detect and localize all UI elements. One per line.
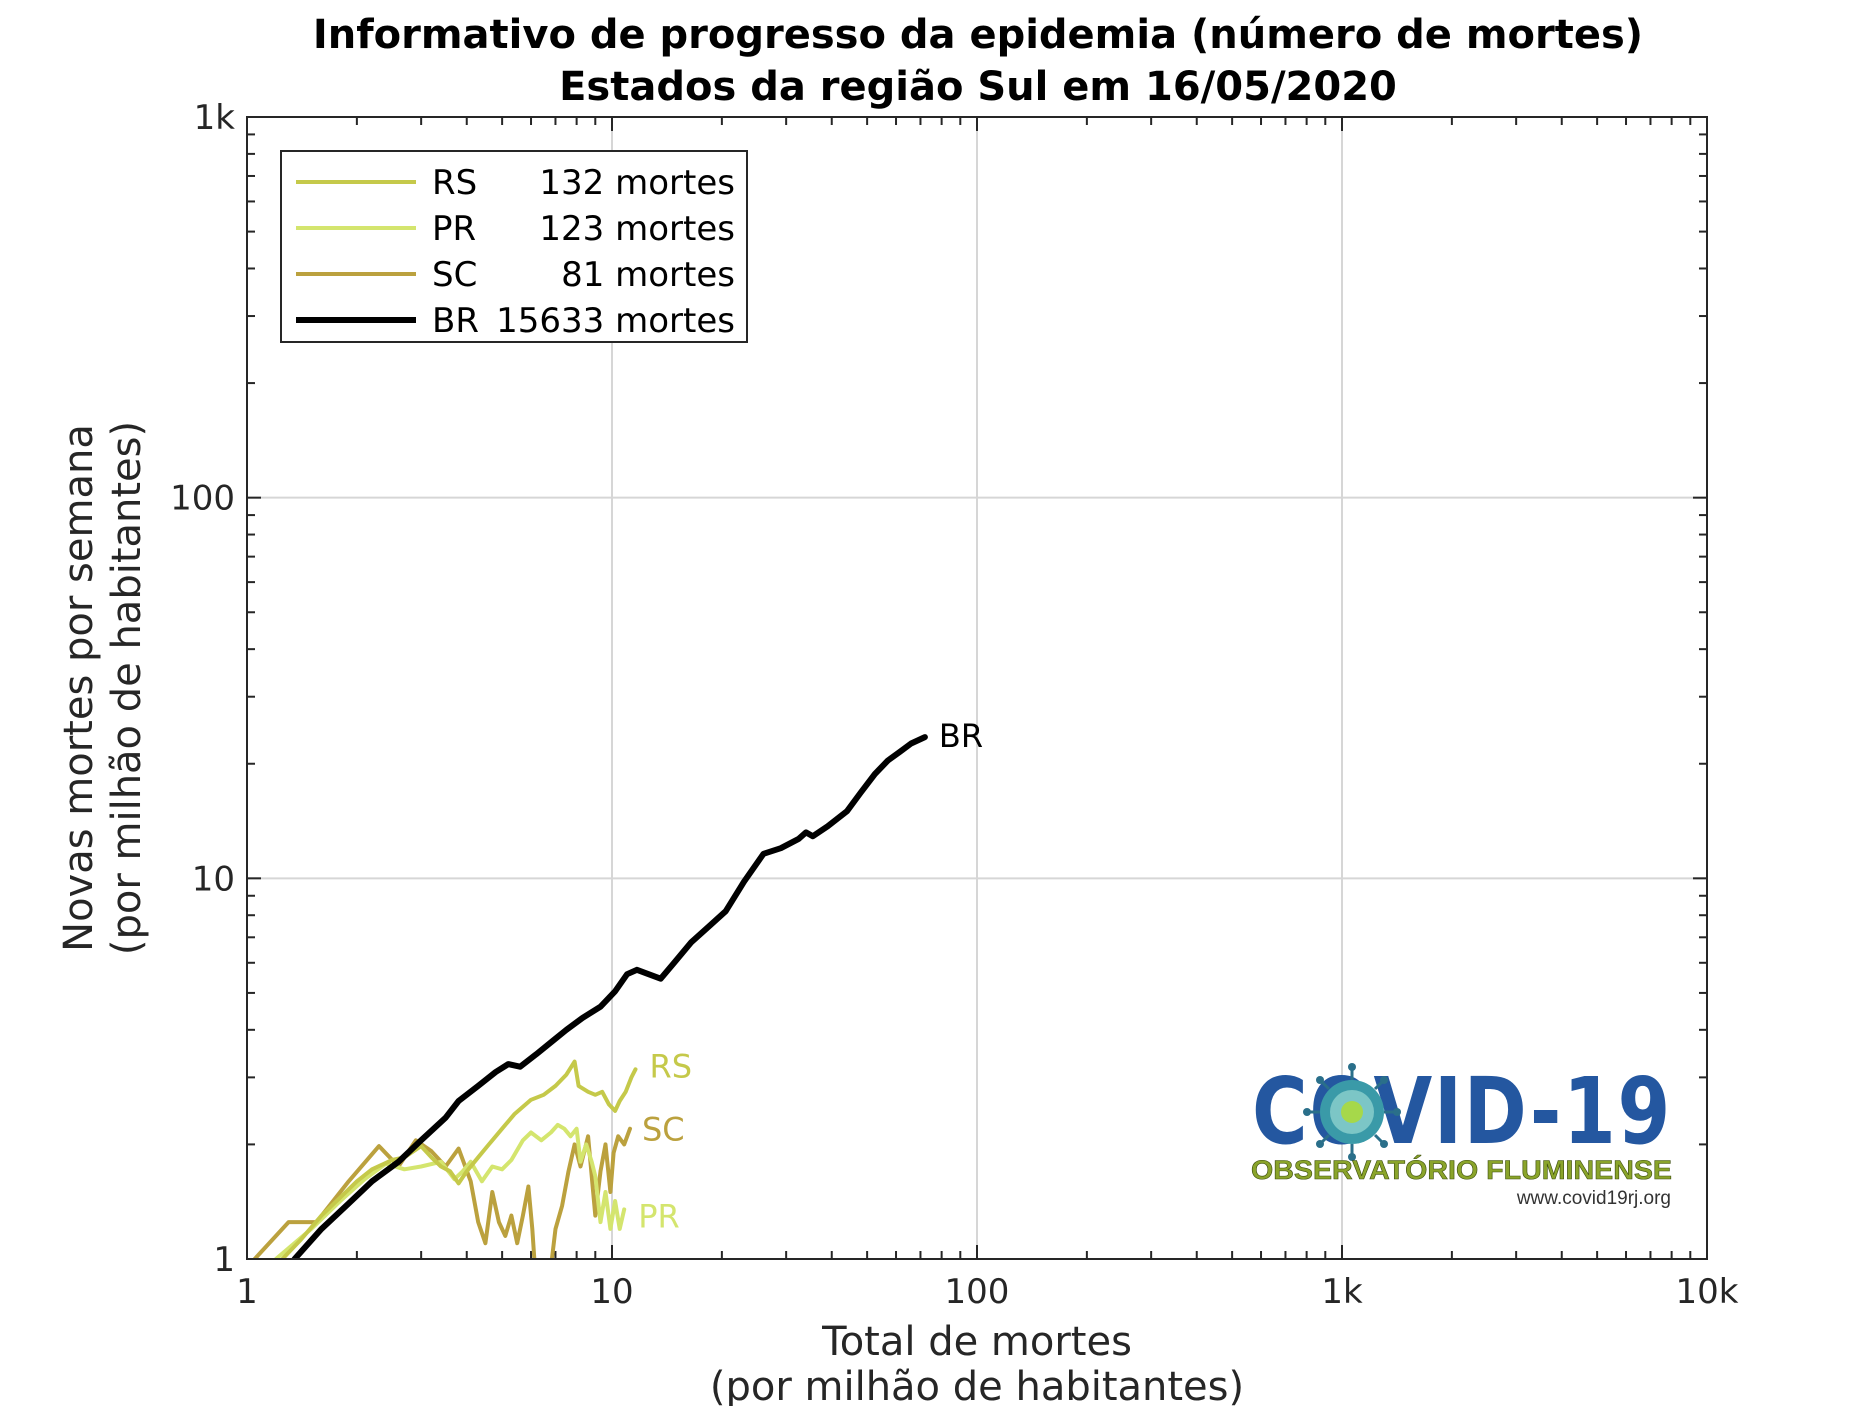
tick-labels: 1 10 100 1k 10k 1 10 100 1k [170, 98, 1739, 1312]
y-tick-label: 100 [170, 479, 235, 519]
end-label-br: BR [939, 717, 983, 755]
x-tick-label: 100 [945, 1272, 1010, 1312]
end-label-pr: PR [638, 1197, 680, 1235]
series-line-rs [280, 1059, 638, 1259]
x-axis-label: Total de mortes [821, 1319, 1132, 1365]
covid19-logo: COVID-19 [1251, 1058, 1673, 1209]
legend-count-sc: 81 mortes [561, 255, 735, 295]
legend: RS 132 mortes PR 123 mortes SC 81 mortes BR 156… [280, 150, 748, 343]
legend-name-pr: PR [432, 209, 476, 249]
legend-count-rs: 132 mortes [539, 163, 735, 203]
x-tick-label: 10 [590, 1272, 633, 1312]
x-axis-label-units: (por milhão de habitantes) [710, 1364, 1244, 1406]
series-end-labels: SC PR RS BR [638, 717, 983, 1235]
x-tick-label: 1 [236, 1272, 258, 1312]
end-label-rs: RS [650, 1047, 693, 1085]
x-tick-label: 10k [1676, 1272, 1739, 1312]
y-tick-label: 1 [213, 1240, 235, 1280]
axes-frame [246, 116, 1708, 1260]
y-axis-label: Novas mortes por semana [56, 424, 102, 952]
logo-subtitle: OBSERVATÓRIO FLUMINENSE [1251, 1154, 1672, 1185]
chart-title: Informativo de progresso da epidemia (nú… [313, 12, 1643, 58]
logo-url: www.covid19rj.org [1516, 1188, 1671, 1209]
chart-subtitle: Estados da região Sul em 16/05/2020 [559, 64, 1397, 110]
legend-count-pr: 123 mortes [539, 209, 735, 249]
y-tick-label: 10 [192, 859, 235, 899]
end-label-sc: SC [642, 1111, 685, 1149]
series-lines [252, 734, 928, 1259]
y-tick-label: 1k [194, 98, 236, 138]
legend-count-br: 15633 mortes [496, 301, 735, 341]
legend-name-sc: SC [432, 255, 477, 295]
series-line-sc [252, 1126, 632, 1259]
virus-icon [1303, 1063, 1401, 1161]
series-line-br [291, 734, 928, 1259]
y-axis-label-units: (por milhão de habitantes) [104, 421, 150, 955]
x-tick-label: 1k [1321, 1272, 1363, 1312]
legend-name-rs: RS [432, 163, 477, 203]
axis-ticks [246, 117, 1707, 1260]
series-line-pr [273, 1122, 627, 1259]
legend-name-br: BR [432, 301, 479, 341]
